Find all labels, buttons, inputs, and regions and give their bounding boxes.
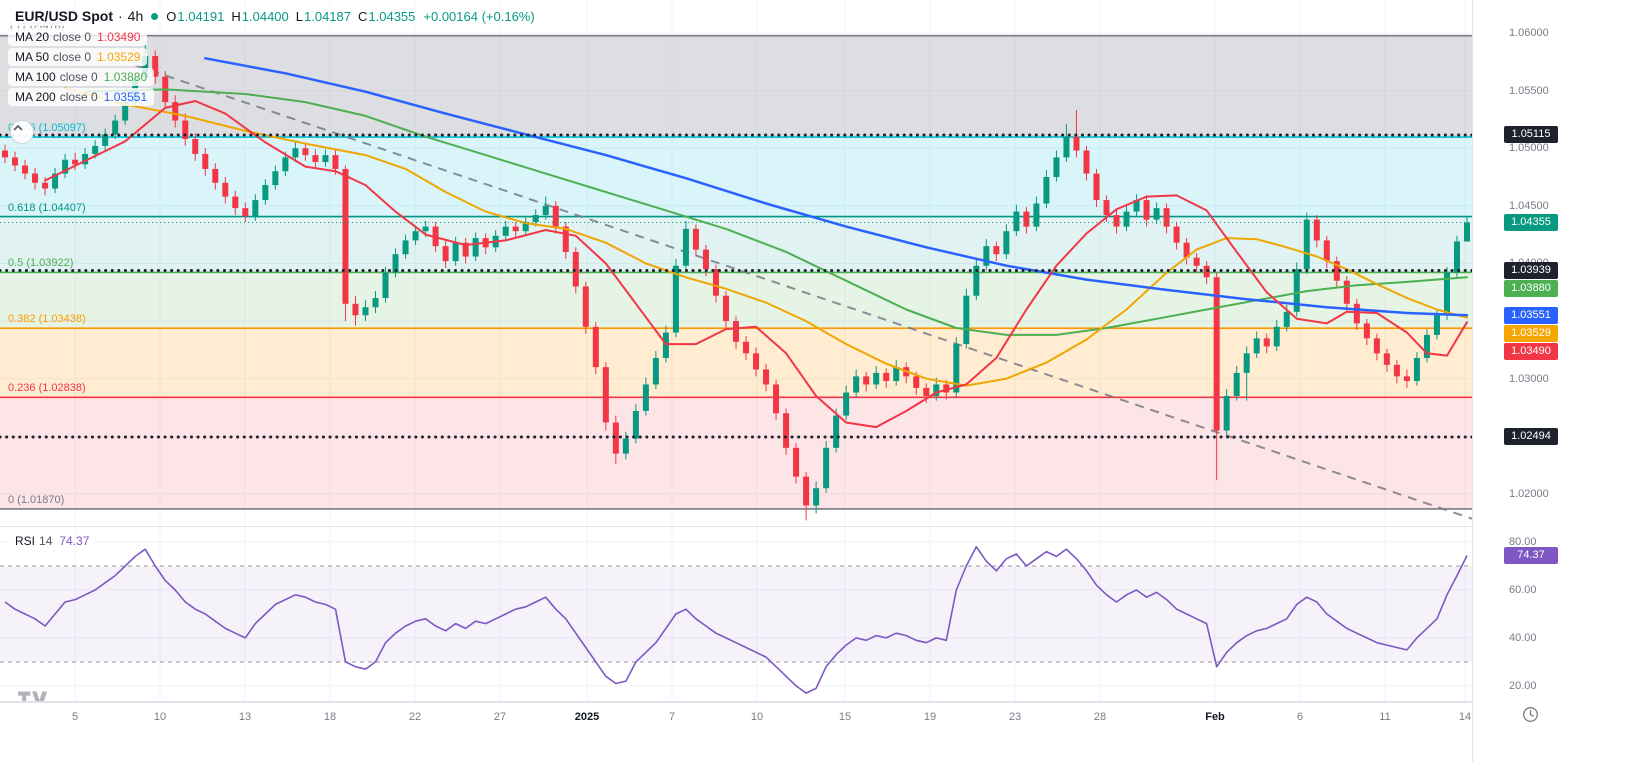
time-axis-label: 28 bbox=[1093, 711, 1107, 723]
indicator-params: close 0 bbox=[53, 30, 92, 44]
time-axis-label: 27 bbox=[493, 711, 507, 723]
indicator-params: close 0 bbox=[59, 70, 98, 84]
indicator-value: 1.03490 bbox=[97, 30, 141, 44]
time-axis-label: 7 bbox=[668, 711, 676, 723]
rsi-value-badge: 74.37 bbox=[1504, 546, 1558, 564]
price-tick: 1.02000 bbox=[1509, 487, 1549, 500]
high-value: 1.04400 bbox=[241, 8, 289, 24]
time-axis-label: 2025 bbox=[574, 711, 600, 723]
price-axis[interactable]: 1.060001.055001.050001.045001.040001.035… bbox=[1472, 0, 1629, 762]
time-axis-label: 22 bbox=[408, 711, 422, 723]
open-value: 1.04191 bbox=[177, 8, 225, 24]
rsi-tick: 20.00 bbox=[1509, 679, 1537, 692]
indicator-name: MA 20 bbox=[15, 30, 50, 44]
rsi-chart-canvas[interactable] bbox=[0, 527, 1472, 702]
price-pane: 1 (1.05976) 0.786 (1.05097) 0.618 (1.04407… bbox=[0, 0, 1472, 527]
indicator-value: 1.03551 bbox=[103, 90, 148, 104]
legend-collapse-button[interactable] bbox=[10, 120, 34, 144]
time-axis-label: 6 bbox=[1296, 711, 1304, 723]
symbol-legend-row: EUR/USD Spot · 4h O1.04191 H1.04400 L1.0… bbox=[8, 6, 542, 26]
price-chart-canvas[interactable] bbox=[0, 0, 1472, 527]
close-label: C bbox=[358, 8, 368, 24]
rsi-line bbox=[4, 545, 1468, 694]
ma-200-line bbox=[204, 57, 1469, 317]
price-level-badge[interactable]: 1.05115 bbox=[1504, 126, 1558, 144]
change-value: +0.00164 (+0.16%) bbox=[423, 8, 535, 24]
legend-separator: · bbox=[118, 8, 123, 24]
ma-indicator-row[interactable]: MA 50 close 0 1.03529 bbox=[8, 48, 148, 66]
ma-value-badge: 1.03529 bbox=[1504, 324, 1558, 342]
indicator-value: 1.03529 bbox=[97, 50, 141, 64]
low-value: 1.04187 bbox=[304, 8, 351, 24]
time-axis-label: Feb bbox=[1205, 711, 1225, 723]
price-tick: 1.03000 bbox=[1509, 372, 1549, 385]
interval-button[interactable]: 4h bbox=[127, 8, 144, 24]
rsi-value: 74.37 bbox=[59, 534, 90, 548]
rsi-length: 14 bbox=[39, 534, 53, 548]
time-axis-label: 18 bbox=[323, 711, 337, 723]
fib-level-label: 0.382 (1.03438) bbox=[8, 313, 86, 326]
indicator-params: close 0 bbox=[59, 90, 98, 104]
market-status-dot bbox=[151, 12, 159, 20]
ma-indicator-row[interactable]: MA 200 close 0 1.03551 bbox=[8, 88, 155, 106]
ma-value-badge: 1.03490 bbox=[1504, 342, 1558, 360]
current-price-badge: 1.04355 bbox=[1504, 214, 1558, 232]
rsi-title: RSI bbox=[15, 534, 36, 548]
time-axis-label: 10 bbox=[750, 711, 764, 723]
rsi-tick: 40.00 bbox=[1509, 631, 1537, 644]
rsi-legend-row[interactable]: RSI 14 74.37 bbox=[8, 532, 97, 550]
open-label: O bbox=[166, 8, 177, 24]
ma-20-line bbox=[44, 100, 1468, 429]
high-label: H bbox=[231, 8, 241, 24]
rsi-tick: 80.00 bbox=[1509, 535, 1537, 548]
indicator-name: MA 100 bbox=[15, 70, 56, 84]
ohlc-readout: O1.04191 H1.04400 L1.04187 C1.04355 +0.0… bbox=[166, 9, 534, 24]
ma-value-badge: 1.03880 bbox=[1504, 279, 1558, 297]
fib-level-label: 0.618 (1.04407) bbox=[8, 201, 86, 214]
time-axis-label: 14 bbox=[1458, 711, 1472, 723]
indicator-params: close 0 bbox=[53, 50, 92, 64]
candles bbox=[2, 44, 1470, 521]
time-axis-label: 13 bbox=[238, 711, 252, 723]
fib-level-label: 0 (1.01870) bbox=[8, 493, 65, 506]
time-axis-label: 10 bbox=[153, 711, 167, 723]
time-axis-label: 11 bbox=[1379, 711, 1391, 723]
price-tick: 1.05500 bbox=[1509, 84, 1549, 97]
trendline bbox=[134, 64, 1472, 520]
price-tick: 1.06000 bbox=[1509, 26, 1549, 39]
price-level-badge[interactable]: 1.03939 bbox=[1504, 261, 1558, 279]
close-value: 1.04355 bbox=[368, 8, 416, 24]
time-axis-label: 5 bbox=[71, 711, 79, 723]
rsi-gridlines bbox=[0, 527, 1472, 701]
rsi-pane: RSI 14 74.37 bbox=[0, 527, 1472, 702]
time-axis-label: 23 bbox=[1008, 711, 1022, 723]
chart-legend: EUR/USD Spot · 4h O1.04191 H1.04400 L1.0… bbox=[8, 6, 542, 108]
fib-level-label: 0.5 (1.03922) bbox=[8, 257, 74, 270]
time-axis-label: 19 bbox=[923, 711, 937, 723]
tradingview-logo-icon bbox=[18, 691, 48, 701]
ma-indicator-row[interactable]: MA 20 close 0 1.03490 bbox=[8, 28, 148, 46]
time-axis[interactable]: 5 10 13 18 22 27 2025 7 10 15 19 23 28 Feb 6 11 14 bbox=[0, 702, 1472, 762]
rsi-tick: 60.00 bbox=[1509, 583, 1537, 596]
indicator-value: 1.03880 bbox=[103, 70, 148, 84]
price-tick: 1.05000 bbox=[1509, 142, 1549, 155]
price-tick: 1.04500 bbox=[1509, 199, 1549, 212]
rsi-band bbox=[0, 565, 1472, 662]
indicator-name: MA 50 bbox=[15, 50, 50, 64]
low-label: L bbox=[295, 8, 303, 24]
time-axis-label: 15 bbox=[838, 711, 852, 723]
price-level-badge[interactable]: 1.02494 bbox=[1504, 428, 1558, 446]
fib-level-label: 0.236 (1.02838) bbox=[8, 382, 86, 395]
ma-value-badge: 1.03551 bbox=[1504, 306, 1558, 324]
indicator-name: MA 200 bbox=[15, 90, 56, 104]
fib-retracement bbox=[0, 34, 1472, 510]
symbol-title[interactable]: EUR/USD Spot bbox=[15, 8, 113, 24]
indicator-legend: MA 20 close 0 1.03490 MA 50 close 0 1.03529 MA… bbox=[8, 28, 542, 106]
ma-50-line bbox=[64, 87, 1468, 387]
chevron-up-icon bbox=[13, 124, 23, 131]
ma-indicator-row[interactable]: MA 100 close 0 1.03880 bbox=[8, 68, 155, 86]
